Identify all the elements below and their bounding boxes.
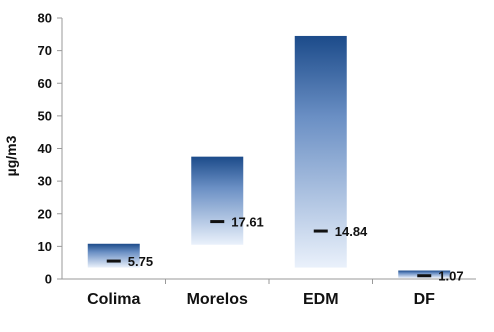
range-bar <box>87 243 140 268</box>
mean-label: 1.07 <box>438 269 463 284</box>
category-label: DF <box>414 291 436 308</box>
mean-label: 14.84 <box>335 224 368 239</box>
category-label: EDM <box>303 291 339 308</box>
y-tick-label: 70 <box>38 43 52 58</box>
mean-marker <box>313 229 328 233</box>
y-tick-label: 60 <box>38 76 52 91</box>
category-label: Morelos <box>187 291 248 308</box>
y-tick-label: 20 <box>38 206 52 221</box>
range-bar <box>294 35 347 268</box>
y-tick-label: 10 <box>38 239 52 254</box>
mean-marker <box>210 220 225 224</box>
mean-marker <box>417 274 432 278</box>
mean-marker <box>106 259 121 263</box>
y-tick-label: 0 <box>45 272 52 287</box>
y-tick-label: 80 <box>38 11 52 26</box>
y-axis-title: µg/m3 <box>3 135 19 176</box>
mean-label: 17.61 <box>231 215 264 230</box>
y-tick-label: 40 <box>38 141 52 156</box>
y-tick-label: 50 <box>38 108 52 123</box>
mean-label: 5.75 <box>128 254 153 269</box>
category-label: Colima <box>87 291 140 308</box>
range-bar <box>191 156 244 245</box>
y-tick-label: 30 <box>38 174 52 189</box>
